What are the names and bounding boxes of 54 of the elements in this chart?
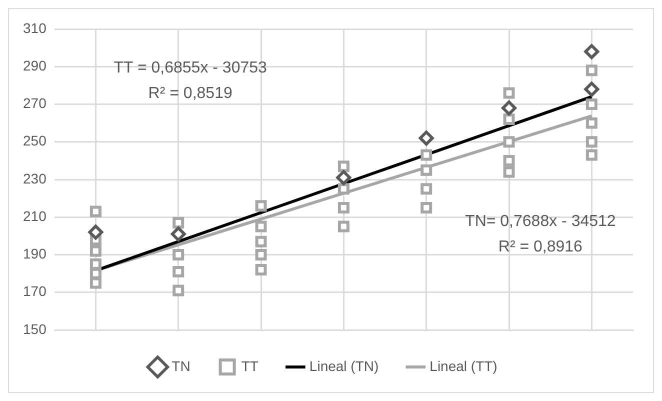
y-tick-label: 170 xyxy=(23,283,47,300)
y-tick-label: 150 xyxy=(23,320,47,337)
point xyxy=(503,114,515,126)
point xyxy=(172,284,184,296)
point xyxy=(503,136,515,148)
y-tick-label: 270 xyxy=(23,95,47,112)
point xyxy=(255,236,267,248)
point xyxy=(336,170,352,186)
point xyxy=(338,183,350,195)
annotation: TN= 0,7688x - 34512 xyxy=(465,213,616,230)
legend-label: Lineal (TT) xyxy=(430,358,498,374)
point xyxy=(338,160,350,172)
point xyxy=(255,249,267,260)
legend-label: TN xyxy=(172,358,190,374)
legend-label: Lineal (TN) xyxy=(309,358,379,374)
y-tick-label: 190 xyxy=(23,246,47,262)
y-tick-label: 310 xyxy=(23,20,47,36)
point xyxy=(586,136,598,148)
point xyxy=(170,226,186,242)
point xyxy=(90,245,102,257)
point xyxy=(172,217,184,229)
point xyxy=(586,117,598,129)
legend-label: TT xyxy=(241,358,259,374)
point xyxy=(418,130,434,146)
point xyxy=(90,206,102,218)
point xyxy=(420,183,432,195)
point xyxy=(420,149,432,161)
point xyxy=(90,258,102,270)
y-tick-label: 290 xyxy=(23,57,47,74)
annotation: R² = 0,8519 xyxy=(148,85,232,102)
point xyxy=(172,249,184,260)
y-tick-label: 210 xyxy=(23,208,47,224)
point xyxy=(338,202,350,214)
point xyxy=(502,100,517,116)
point xyxy=(584,44,600,60)
point xyxy=(503,154,515,166)
point xyxy=(338,220,350,232)
point xyxy=(586,64,598,76)
point xyxy=(172,266,184,278)
point xyxy=(420,164,432,176)
y-tick-label: 230 xyxy=(23,170,47,186)
point xyxy=(255,220,267,232)
point xyxy=(584,82,600,97)
point xyxy=(503,166,515,178)
point xyxy=(88,224,104,240)
annotation: R² = 0,8916 xyxy=(498,238,583,256)
point xyxy=(255,264,267,276)
annotation: TT = 0,6855x - 30753 xyxy=(114,60,268,77)
point xyxy=(255,200,267,212)
point xyxy=(586,149,598,161)
point xyxy=(420,202,432,214)
y-tick-label: 250 xyxy=(23,132,47,149)
point xyxy=(503,87,515,99)
point xyxy=(586,98,598,110)
